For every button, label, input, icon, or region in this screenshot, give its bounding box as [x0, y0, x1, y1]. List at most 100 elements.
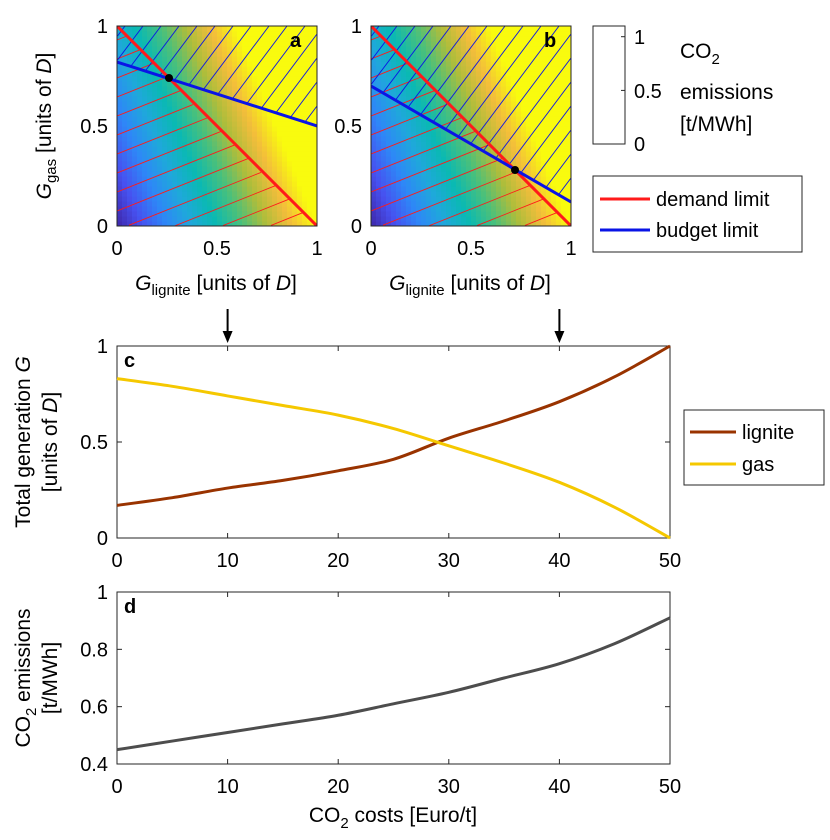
heat-cell	[197, 201, 203, 207]
demand-hatch-line	[222, 198, 290, 226]
heat-cell	[207, 46, 213, 52]
heat-cell	[142, 106, 148, 112]
heat-cell	[396, 116, 402, 122]
heat-cell	[446, 161, 452, 167]
heat-cell	[137, 111, 143, 117]
heat-cell	[516, 131, 522, 137]
heat-cell	[282, 76, 288, 82]
heat-cell	[536, 196, 542, 202]
heat-cell	[237, 176, 243, 182]
heat-cell	[282, 91, 288, 97]
heat-cell	[237, 71, 243, 77]
heat-cell	[242, 141, 248, 147]
heat-cell	[476, 181, 482, 187]
heat-cell	[426, 141, 432, 147]
heat-cell	[376, 171, 382, 177]
heat-cell	[272, 191, 278, 197]
heat-cell	[237, 76, 243, 82]
heat-cell	[212, 136, 218, 142]
heat-cell	[516, 191, 522, 197]
heat-cell	[481, 181, 487, 187]
heat-cell	[431, 116, 437, 122]
heat-cell	[292, 101, 298, 107]
heat-cell	[396, 66, 402, 72]
heat-cell	[247, 66, 253, 72]
heat-cell	[431, 146, 437, 152]
heat-cell	[267, 216, 273, 222]
heat-cell	[446, 171, 452, 177]
heat-cell	[381, 191, 387, 197]
heat-cell	[436, 26, 442, 32]
heat-cell	[137, 121, 143, 127]
heat-cell	[227, 26, 233, 32]
heat-cell	[232, 136, 238, 142]
heat-cell	[511, 221, 517, 226]
xtick-a-0: 0	[111, 238, 122, 260]
heat-cell	[491, 116, 497, 122]
heat-cell	[406, 151, 412, 157]
heat-cell	[421, 151, 427, 157]
heat-cell	[262, 166, 268, 172]
demand-hatch-line	[117, 104, 194, 136]
heat-cell	[297, 26, 303, 32]
heat-cell	[272, 161, 278, 167]
heat-cell	[122, 41, 128, 47]
heat-cell	[556, 181, 562, 187]
heat-cell	[401, 26, 407, 32]
heat-cell	[272, 61, 278, 67]
heat-cell	[222, 196, 228, 202]
heat-cell	[501, 211, 507, 217]
heat-cell	[307, 171, 313, 177]
heat-cell	[157, 61, 163, 67]
heat-cell	[182, 151, 188, 157]
heat-cell	[237, 101, 243, 107]
heat-cell	[426, 156, 432, 162]
heat-cell	[496, 216, 502, 222]
heat-cell	[212, 171, 218, 177]
heat-cell	[541, 101, 547, 107]
heat-cell	[312, 196, 317, 202]
heat-cell	[491, 221, 497, 226]
heat-cell	[257, 91, 263, 97]
heat-cell	[416, 211, 422, 217]
budget-hatch-line	[246, 26, 306, 104]
heat-cell	[172, 116, 178, 122]
heat-cell	[227, 116, 233, 122]
heat-cell	[371, 151, 377, 157]
heat-cell	[167, 136, 173, 142]
heat-cell	[192, 56, 198, 62]
heat-cell	[511, 201, 517, 207]
heat-cell	[157, 71, 163, 77]
heat-cell	[491, 141, 497, 147]
heat-cell	[242, 161, 248, 167]
heat-cell	[466, 191, 472, 197]
heat-cell	[441, 161, 447, 167]
heat-cell	[531, 161, 537, 167]
heat-cell	[267, 56, 273, 62]
heat-cell	[496, 101, 502, 107]
budget-hatch-line	[433, 26, 506, 122]
heat-cell	[242, 216, 248, 222]
heat-cell	[426, 46, 432, 52]
heat-cell	[456, 91, 462, 97]
heat-cell	[461, 216, 467, 222]
demand-hatch-line	[476, 198, 544, 226]
heat-cell	[541, 96, 547, 102]
heat-cell	[142, 176, 148, 182]
heat-cell	[302, 111, 308, 117]
heat-cell	[277, 146, 283, 152]
heat-cell	[132, 36, 138, 42]
heat-cell	[257, 31, 263, 37]
heat-cell	[267, 51, 273, 57]
heat-cell	[506, 206, 512, 212]
heat-cell	[267, 136, 273, 142]
heat-cell	[381, 161, 387, 167]
heat-cell	[391, 191, 397, 197]
heat-cell	[167, 186, 173, 192]
heat-cell	[491, 66, 497, 72]
heat-cell	[496, 181, 502, 187]
heat-cell	[466, 181, 472, 187]
heat-cell	[531, 41, 537, 47]
heat-cell	[546, 146, 552, 152]
heat-cell	[242, 96, 248, 102]
